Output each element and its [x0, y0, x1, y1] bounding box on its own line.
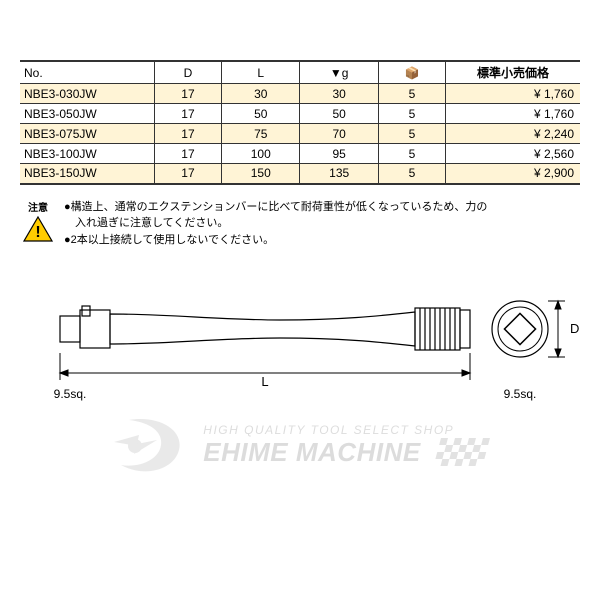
right-sq-label: 9.5sq. — [504, 387, 537, 401]
cell-l: 150 — [222, 164, 300, 184]
cell-d: 17 — [154, 104, 221, 124]
cell-l: 30 — [222, 84, 300, 104]
cell-price: ¥ 2,240 — [446, 124, 580, 144]
col-price: 標準小売価格 — [446, 61, 580, 84]
diagram-svg: L 9.5sq. D 9.5sq. — [20, 268, 580, 418]
table-row: NBE3-075JW 17 75 70 5 ¥ 2,240 — [20, 124, 580, 144]
caution-line: 入れ過ぎに注意してください。 — [64, 215, 487, 232]
caution-block: 注意 ! ●構造上、通常のエクステンションバーに比べて耐荷重性が低くなっているた… — [20, 199, 580, 249]
cell-d: 17 — [154, 144, 221, 164]
caution-line: ●構造上、通常のエクステンションバーに比べて耐荷重性が低くなっているため、力の — [64, 199, 487, 216]
spec-table: No. D L ▼g 📦 標準小売価格 NBE3-030JW 17 30 30 … — [20, 60, 580, 185]
watermark-line1: HIGH QUALITY TOOL SELECT SHOP — [203, 423, 490, 437]
cell-box: 5 — [378, 164, 445, 184]
cell-no: NBE3-030JW — [20, 84, 154, 104]
cell-price: ¥ 1,760 — [446, 104, 580, 124]
left-sq-label: 9.5sq. — [54, 387, 87, 401]
cell-d: 17 — [154, 124, 221, 144]
cell-box: 5 — [378, 144, 445, 164]
cell-box: 5 — [378, 124, 445, 144]
cell-no: NBE3-100JW — [20, 144, 154, 164]
col-d: D — [154, 61, 221, 84]
table-row: NBE3-150JW 17 150 135 5 ¥ 2,900 — [20, 164, 580, 184]
cell-g: 30 — [300, 84, 378, 104]
svg-text:!: ! — [35, 224, 40, 241]
cell-no: NBE3-150JW — [20, 164, 154, 184]
cell-d: 17 — [154, 164, 221, 184]
cell-l: 100 — [222, 144, 300, 164]
caution-label: 注意 — [20, 199, 56, 214]
watermark-text: HIGH QUALITY TOOL SELECT SHOP EHIME MACH… — [203, 423, 490, 468]
dimension-diagram: L 9.5sq. D 9.5sq. — [20, 268, 580, 418]
cell-l: 75 — [222, 124, 300, 144]
cell-l: 50 — [222, 104, 300, 124]
col-l: L — [222, 61, 300, 84]
cell-box: 5 — [378, 104, 445, 124]
col-box: 📦 — [378, 61, 445, 84]
cell-price: ¥ 1,760 — [446, 84, 580, 104]
table-row: NBE3-030JW 17 30 30 5 ¥ 1,760 — [20, 84, 580, 104]
watermark-line2: EHIME MACHINE — [203, 437, 420, 468]
cell-g: 50 — [300, 104, 378, 124]
caution-text: ●構造上、通常のエクステンションバーに比べて耐荷重性が低くなっているため、力の … — [64, 199, 487, 249]
cell-d: 17 — [154, 84, 221, 104]
l-label: L — [261, 374, 268, 389]
cell-no: NBE3-050JW — [20, 104, 154, 124]
warning-icon: ! — [23, 216, 53, 242]
watermark: HIGH QUALITY TOOL SELECT SHOP EHIME MACH… — [0, 410, 600, 480]
caution-line: ●2本以上接続して使用しないでください。 — [64, 232, 487, 249]
caution-icon-wrap: 注意 ! — [20, 199, 56, 242]
cell-box: 5 — [378, 84, 445, 104]
col-g: ▼g — [300, 61, 378, 84]
table-row: NBE3-100JW 17 100 95 5 ¥ 2,560 — [20, 144, 580, 164]
table-row: NBE3-050JW 17 50 50 5 ¥ 1,760 — [20, 104, 580, 124]
cell-g: 135 — [300, 164, 378, 184]
col-no: No. — [20, 61, 154, 84]
cell-g: 70 — [300, 124, 378, 144]
d-label: D — [570, 321, 579, 336]
cell-g: 95 — [300, 144, 378, 164]
watermark-logo-icon — [109, 410, 189, 480]
table-header-row: No. D L ▼g 📦 標準小売価格 — [20, 61, 580, 84]
checker-flag-icon — [431, 438, 491, 466]
cell-price: ¥ 2,560 — [446, 144, 580, 164]
cell-price: ¥ 2,900 — [446, 164, 580, 184]
cell-no: NBE3-075JW — [20, 124, 154, 144]
